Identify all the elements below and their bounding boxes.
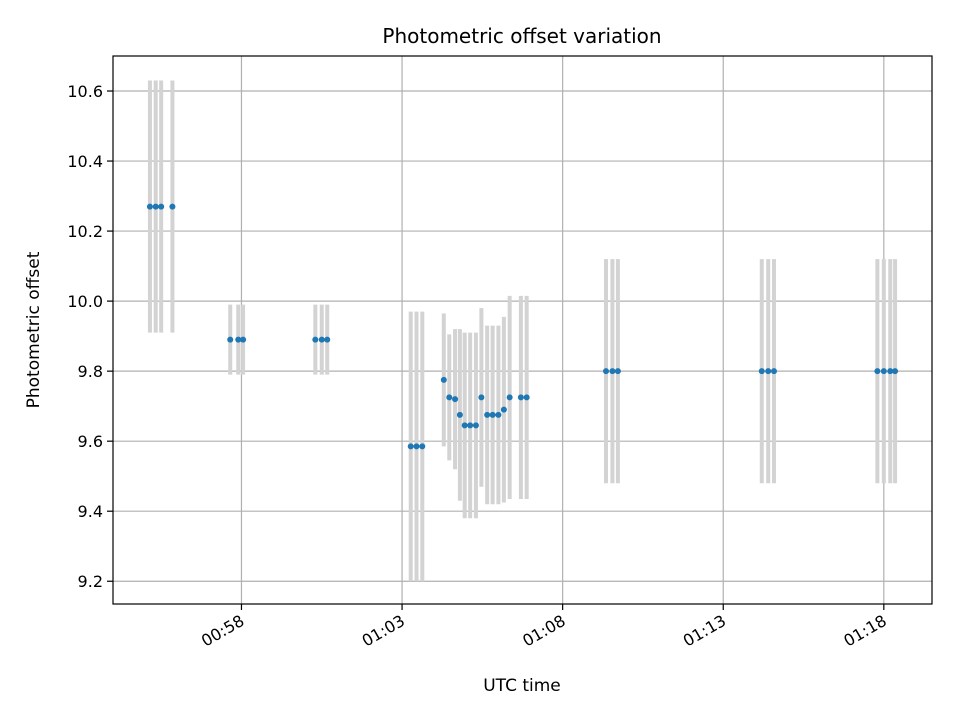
data-point: [419, 443, 426, 450]
data-point: [146, 203, 153, 210]
data-point: [407, 443, 414, 450]
data-point: [452, 396, 459, 403]
y-tick-label: 10.0: [67, 292, 103, 311]
data-point: [235, 336, 242, 343]
data-point: [456, 411, 463, 418]
data-point: [880, 368, 887, 375]
data-point: [887, 368, 894, 375]
data-point: [169, 203, 176, 210]
data-point: [500, 406, 507, 413]
data-point: [892, 368, 899, 375]
data-point: [467, 422, 474, 429]
data-point: [603, 368, 610, 375]
data-point: [489, 411, 496, 418]
data-point: [440, 376, 447, 383]
data-point: [152, 203, 159, 210]
y-axis-ticks: 9.2 9.4 9.6 9.8 10.0 10.2 10.4 10.6: [67, 82, 113, 591]
data-point: [765, 368, 772, 375]
chart-title: Photometric offset variation: [382, 24, 661, 48]
data-point: [446, 394, 453, 401]
data-point: [874, 368, 881, 375]
y-tick-label: 9.2: [78, 572, 103, 591]
data-point: [523, 394, 530, 401]
y-tick-label: 9.6: [78, 432, 103, 451]
data-point: [770, 368, 777, 375]
y-tick-label: 10.2: [67, 222, 103, 241]
data-point: [506, 394, 513, 401]
data-point: [484, 411, 491, 418]
data-point: [609, 368, 616, 375]
data-point: [227, 336, 234, 343]
y-tick-label: 10.6: [67, 82, 103, 101]
data-point: [240, 336, 247, 343]
data-point: [461, 422, 468, 429]
data-point: [324, 336, 331, 343]
data-point: [413, 443, 420, 450]
data-point: [158, 203, 165, 210]
data-point: [318, 336, 325, 343]
y-axis-label: Photometric offset: [24, 251, 44, 408]
data-point: [312, 336, 319, 343]
data-point: [478, 394, 485, 401]
data-point: [758, 368, 765, 375]
data-point: [614, 368, 621, 375]
data-point: [472, 422, 479, 429]
x-axis-label: UTC time: [483, 676, 561, 696]
data-point: [517, 394, 524, 401]
y-tick-label: 10.4: [67, 152, 103, 171]
y-tick-label: 9.8: [78, 362, 103, 381]
y-tick-label: 9.4: [78, 502, 103, 521]
plot-frame: [112, 55, 933, 605]
data-points: [146, 203, 899, 450]
data-point: [495, 411, 502, 418]
